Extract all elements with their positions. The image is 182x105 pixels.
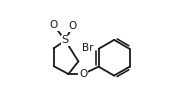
Text: O: O [79, 69, 87, 79]
Text: S: S [62, 35, 69, 45]
Text: O: O [50, 20, 58, 30]
Text: O: O [68, 21, 77, 31]
Text: Br: Br [82, 43, 94, 53]
